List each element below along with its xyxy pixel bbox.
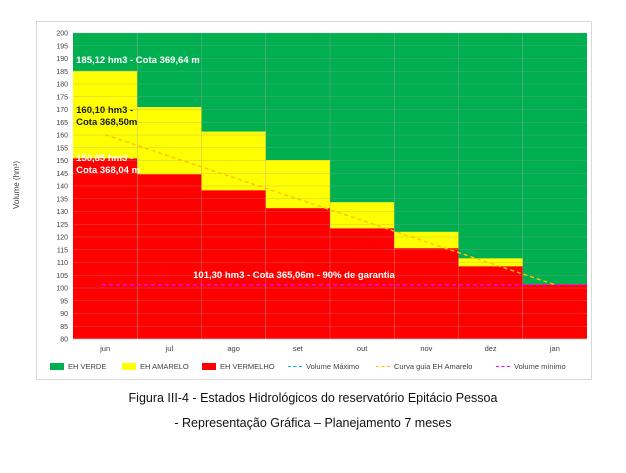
y-tick-label: 150 bbox=[56, 158, 68, 165]
y-axis-label: Volume (hm³) bbox=[12, 161, 21, 209]
y-tick-label: 180 bbox=[56, 82, 68, 89]
y-tick-label: 190 bbox=[56, 56, 68, 63]
legend-swatch-green bbox=[50, 363, 64, 370]
y-tick-label: 135 bbox=[56, 196, 68, 203]
bar-green-jul bbox=[137, 33, 202, 108]
legend-line-orange bbox=[376, 366, 390, 367]
bar-green-jun bbox=[73, 33, 138, 71]
figure-caption-line1: Figura III-4 - Estados Hidrológicos do r… bbox=[128, 391, 498, 405]
y-tick-label: 165 bbox=[56, 120, 68, 127]
bar-yellow-ago bbox=[201, 131, 266, 191]
x-tick-label-set: set bbox=[293, 344, 304, 353]
figure-caption-line2: - Representação Gráfica – Planejamento 7… bbox=[174, 416, 452, 430]
y-tick-label: 175 bbox=[56, 94, 68, 101]
y-tick-label: 145 bbox=[56, 171, 68, 178]
y-tick-label: 195 bbox=[56, 43, 68, 50]
annotation-max-volume: 185,12 hm3 - Cota 369,64 m bbox=[76, 55, 200, 67]
y-tick-label: 125 bbox=[56, 222, 68, 229]
bar-yellow-out bbox=[330, 202, 395, 229]
legend: EH VERDE EH AMARELO EH VERMELHO Volume M… bbox=[48, 362, 588, 374]
bar-red-set bbox=[265, 208, 330, 339]
annotation-red-start: 150,85 hm3 - Cota 368,04 m bbox=[76, 153, 141, 177]
bar-yellow-jul bbox=[137, 107, 202, 175]
y-tick-label: 185 bbox=[56, 69, 68, 76]
bar-yellow-nov bbox=[394, 231, 459, 249]
y-tick-label: 105 bbox=[56, 273, 68, 280]
annotation-min-volume: 101,30 hm3 - Cota 365,06m - 90% de garan… bbox=[193, 269, 395, 281]
bar-yellow-jun bbox=[73, 70, 138, 159]
bar-green-out bbox=[330, 33, 395, 203]
x-tick-label-dez: dez bbox=[485, 344, 497, 353]
x-tick-label-ago: ago bbox=[227, 344, 240, 353]
chart-svg: 80 85 90 95 100 105 110 115 120 125 130 135 140 145 15… bbox=[12, 31, 587, 353]
x-tick-label-jun: jun bbox=[99, 344, 110, 353]
y-tick-label: 140 bbox=[56, 184, 68, 191]
grid-layer bbox=[73, 32, 587, 340]
x-tick-label-out: out bbox=[357, 344, 368, 353]
legend-swatch-yellow bbox=[122, 363, 136, 370]
legend-line-blue bbox=[288, 366, 302, 367]
y-tick-label: 90 bbox=[60, 311, 68, 318]
bar-green-jan bbox=[522, 33, 587, 285]
x-tick-label-jan: jan bbox=[549, 344, 560, 353]
bar-red-ago bbox=[201, 190, 266, 339]
y-tick-label: 85 bbox=[60, 324, 68, 331]
y-tick-label: 110 bbox=[57, 260, 68, 267]
bar-red-nov bbox=[394, 248, 459, 339]
x-axis: jun jul ago set out nov dez jan bbox=[99, 344, 560, 353]
chart-frame bbox=[36, 21, 592, 380]
bar-red-dez bbox=[458, 266, 523, 339]
bar-yellow-set bbox=[265, 159, 330, 209]
x-tick-label-nov: nov bbox=[420, 344, 432, 353]
bar-red-jan bbox=[522, 284, 587, 339]
lines-layer bbox=[101, 134, 587, 286]
bar-red-out bbox=[330, 228, 395, 339]
legend-item-eh-amarelo: EH AMARELO bbox=[122, 362, 189, 371]
legend-item-eh-vermelho: EH VERMELHO bbox=[202, 362, 275, 371]
bar-red-jun bbox=[73, 158, 138, 339]
bar-green-ago bbox=[201, 33, 266, 132]
legend-item-eh-verde: EH VERDE bbox=[50, 362, 106, 371]
y-tick-label: 80 bbox=[60, 337, 68, 344]
y-tick-label: 170 bbox=[56, 107, 68, 114]
y-tick-label: 95 bbox=[60, 298, 68, 305]
legend-item-volume-minimo: Volume mínimo bbox=[496, 362, 566, 371]
y-tick-label: 200 bbox=[56, 31, 68, 38]
curva-guia-line bbox=[104, 134, 556, 286]
x-tick-label-jul: jul bbox=[165, 344, 174, 353]
y-axis: 80 85 90 95 100 105 110 115 120 125 130 135 140 145 15… bbox=[56, 31, 68, 344]
y-tick-label: 100 bbox=[56, 286, 68, 293]
bars-layer bbox=[73, 33, 587, 339]
bar-green-nov bbox=[394, 33, 459, 232]
y-tick-label: 160 bbox=[56, 133, 68, 140]
legend-item-volume-maximo: Volume Máximo bbox=[288, 362, 359, 371]
legend-line-magenta bbox=[496, 366, 510, 367]
bar-green-set bbox=[265, 33, 330, 160]
y-tick-label: 115 bbox=[57, 247, 68, 254]
bar-red-jul bbox=[137, 174, 202, 339]
y-tick-label: 155 bbox=[56, 145, 68, 152]
bar-green-dez bbox=[458, 33, 523, 259]
annotation-guide-curve-start: 160,10 hm3 - Cota 368,50m bbox=[76, 104, 138, 128]
y-tick-label: 130 bbox=[56, 209, 68, 216]
legend-item-curva-guia: Curva guia EH Amarelo bbox=[376, 362, 472, 371]
y-tick-label: 120 bbox=[56, 235, 68, 242]
legend-swatch-red bbox=[202, 363, 216, 370]
